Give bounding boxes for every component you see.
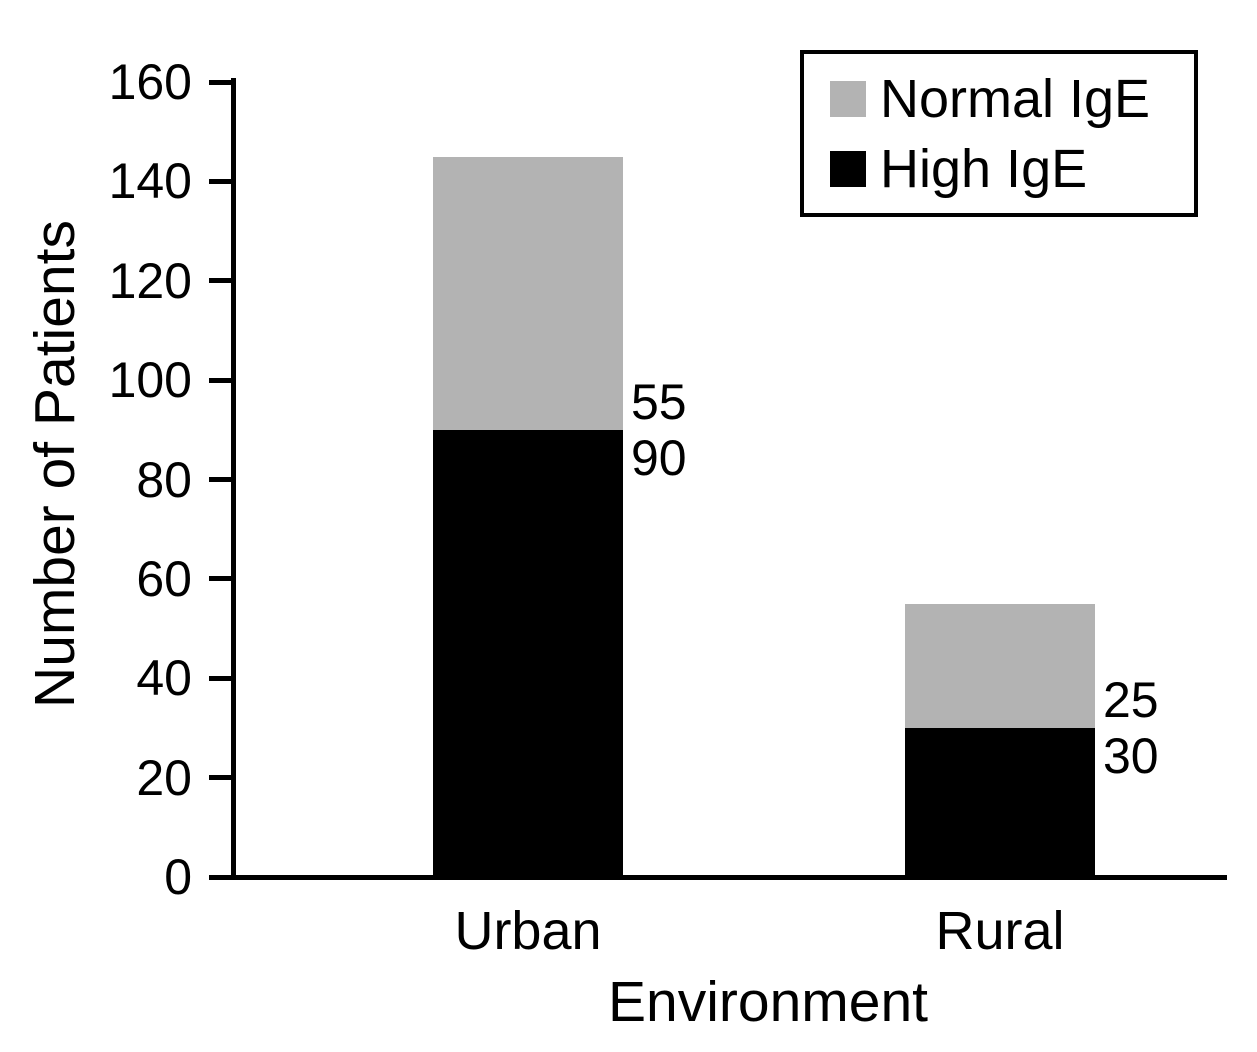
legend-item-normal-ige: Normal IgE — [830, 72, 1194, 126]
y-tick-label-80: 80 — [136, 451, 192, 508]
x-axis-line — [209, 875, 1227, 880]
y-axis-title: Number of Patients — [23, 220, 87, 708]
legend-item-high-ige: High IgE — [830, 142, 1194, 196]
high-ige-swatch-icon — [830, 150, 866, 187]
bar-value-label-urban-high-ige: 90 — [631, 429, 687, 486]
x-axis-title: Environment — [608, 970, 928, 1034]
bar-segment-urban-normal-ige — [433, 157, 623, 430]
normal-ige-swatch-icon — [830, 80, 866, 117]
y-tick-label-20: 20 — [136, 749, 192, 806]
bar-segment-rural-high-ige — [905, 728, 1095, 877]
y-tick-160 — [209, 79, 233, 85]
bar-value-label-rural-normal-ige: 25 — [1103, 671, 1159, 728]
y-tick-140 — [209, 178, 233, 184]
y-tick-label-60: 60 — [136, 550, 192, 607]
y-tick-60 — [209, 576, 233, 582]
bar-segment-urban-high-ige — [433, 430, 623, 877]
legend-label-high-ige: High IgE — [880, 138, 1088, 199]
bar-segment-rural-normal-ige — [905, 604, 1095, 728]
y-tick-label-160: 160 — [108, 54, 192, 110]
y-tick-label-0: 0 — [164, 849, 192, 905]
bar-value-label-urban-normal-ige: 55 — [631, 373, 687, 430]
x-category-label-urban: Urban — [454, 901, 602, 961]
y-tick-20 — [209, 775, 233, 781]
y-tick-40 — [209, 675, 233, 681]
y-tick-80 — [209, 477, 233, 482]
y-tick-label-140: 140 — [108, 153, 192, 210]
legend-label-normal-ige: Normal IgE — [880, 68, 1151, 129]
y-tick-100 — [209, 377, 233, 383]
y-tick-label-120: 120 — [108, 252, 192, 309]
y-axis-line — [231, 78, 236, 880]
y-tick-120 — [209, 278, 233, 284]
legend: Normal IgE High IgE — [800, 50, 1198, 217]
y-tick-label-100: 100 — [108, 352, 192, 409]
y-tick-label-40: 40 — [136, 650, 192, 707]
bar-value-label-rural-high-ige: 30 — [1103, 727, 1159, 784]
x-category-label-rural: Rural — [935, 901, 1065, 961]
